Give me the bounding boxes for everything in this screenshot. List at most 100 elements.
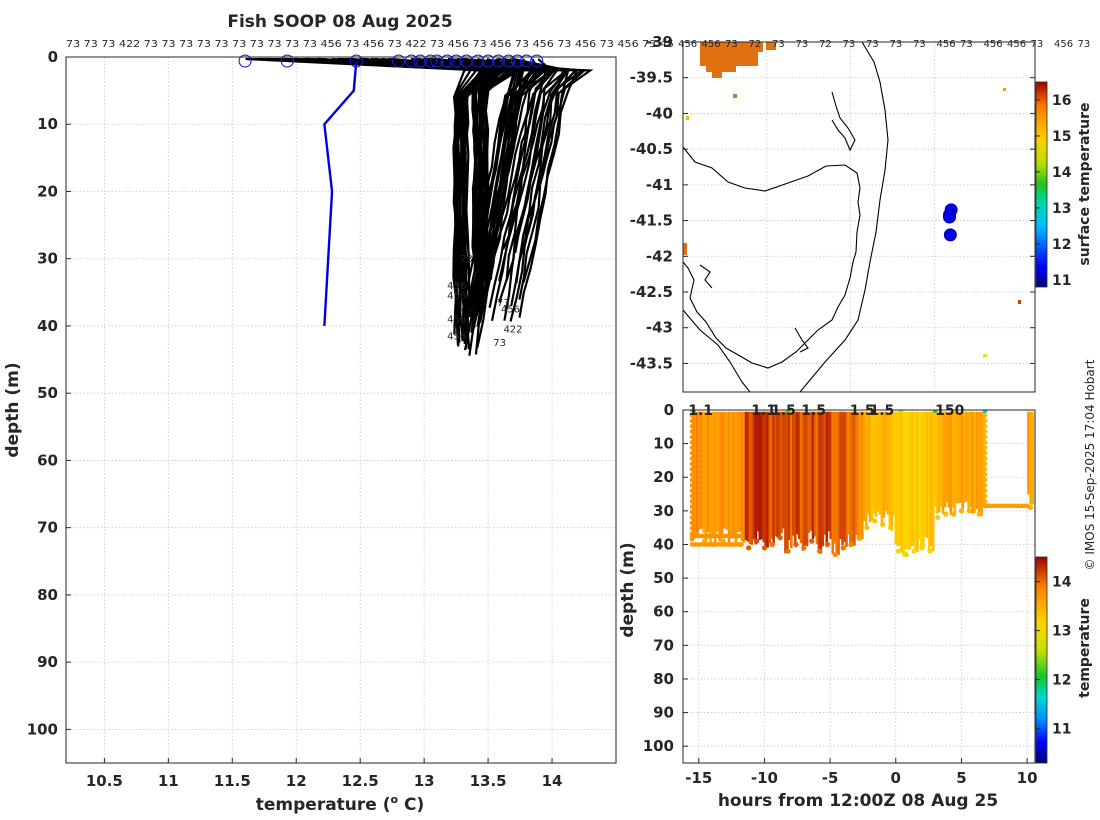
section-column [766, 411, 770, 548]
section-point [696, 542, 702, 547]
section-column [872, 411, 876, 514]
section-column [784, 411, 787, 554]
map-colorbar-ticks: 11 12 13 14 15 16 [1036, 93, 1072, 289]
profile-tick-label-y: 100 [27, 720, 58, 738]
profile-x-label-unit: C) [398, 795, 424, 815]
section-column [843, 411, 846, 542]
surface-marker [430, 54, 444, 68]
profile-tick-label-y: 80 [37, 586, 58, 604]
section-column [943, 411, 947, 508]
section-top-label: 1.1 [751, 403, 776, 419]
section-bottom-point [864, 525, 870, 531]
profile-line [433, 57, 548, 282]
map-top-label: 456 [937, 39, 956, 50]
profile-line [245, 57, 483, 340]
section-column [884, 411, 888, 512]
section-column [817, 411, 821, 551]
section-column [892, 411, 896, 516]
map-ticks: -39 -39.5 -40 -40.5 -41 -41.5 -42 -42.5 -43 -43.5 [630, 33, 1035, 372]
section-point [1024, 503, 1030, 509]
section-point [729, 533, 734, 539]
profile-tick-label-y: 90 [37, 653, 58, 671]
section-surface-point [691, 410, 696, 414]
section-point [689, 531, 695, 537]
section-bottom-point [840, 545, 846, 551]
profile-grid [66, 56, 616, 763]
section-point [716, 542, 721, 547]
section-column [807, 411, 811, 534]
section-point [696, 533, 702, 539]
map-top-label: 72 [819, 39, 832, 50]
section-axes-box [682, 409, 1036, 764]
profile-line-highlighted [323, 60, 358, 327]
profile-tick-label-y: 0 [48, 48, 58, 66]
profile-line [461, 57, 559, 303]
section-point [725, 542, 731, 547]
section-bottom-point [769, 541, 775, 548]
section-tick-label-x: 0 [891, 769, 901, 787]
section-column [797, 411, 801, 540]
surface-marker [349, 54, 363, 68]
section-column [782, 411, 785, 529]
section-column [795, 411, 799, 535]
profile-tick-label-x: 13 [414, 772, 435, 790]
credit-text: © IMOS 15-Sep-2025 17:04 Hobart [1083, 359, 1097, 570]
section-top-label: 1.1 [688, 403, 713, 419]
section-column [859, 411, 862, 541]
section-column [935, 411, 939, 515]
map-colorbar-tick-label: 15 [1052, 129, 1071, 145]
section-point [689, 418, 695, 424]
section-point [729, 542, 734, 547]
section-bottom-point [887, 525, 894, 531]
map-colorbar-tick-label: 14 [1052, 165, 1072, 181]
section-column [914, 411, 917, 550]
section-column [831, 411, 835, 555]
map-tick-label-y: -39 [646, 33, 673, 51]
profile-line [502, 57, 570, 250]
map-top-labels: 456 456 73 72 73 73 72 73 73 73 73 456 73 456 456 73 456… [678, 39, 1090, 50]
profile-tick-label-y: 30 [37, 250, 58, 268]
section-column [918, 411, 921, 540]
section-point [739, 542, 744, 547]
section-bottom-point [950, 511, 957, 517]
map-tick-label-y: -41.5 [630, 212, 673, 230]
section-point [689, 482, 695, 488]
vessel-id-row: 73 73 73 422 73 73 73 73 73 73 73 73 73 … [66, 39, 674, 50]
section-column [792, 411, 795, 536]
section-point [689, 429, 695, 434]
section-column [758, 411, 762, 541]
section-column [910, 411, 913, 547]
section-column [786, 411, 789, 551]
section-point [689, 423, 695, 429]
profile-axes-box [65, 56, 617, 764]
section-column [706, 411, 710, 533]
section-top-label: 1.5 [870, 403, 895, 419]
section-tick-label-x: 10 [1017, 769, 1038, 787]
section-point [716, 533, 721, 539]
section-point [709, 542, 715, 547]
section-point [982, 499, 988, 504]
section-top-labels: 1.1 1.11.5 1.5 1.51.5 150 [688, 403, 964, 419]
map-station-marker [943, 228, 957, 242]
section-point [706, 542, 712, 547]
section-tick-label-y: 0 [664, 401, 674, 419]
section-column [835, 411, 838, 556]
section-tick-label-y: 20 [653, 468, 674, 486]
section-column [738, 411, 742, 533]
section-column [977, 411, 981, 514]
map-colorbar-tick-label: 13 [1052, 201, 1071, 217]
profile-tick-label-x: 10.5 [86, 772, 123, 790]
section-column [857, 411, 860, 541]
section-point [982, 456, 988, 461]
section-point [732, 542, 738, 547]
section-top-label: 1.5 [801, 403, 826, 419]
section-column [951, 411, 955, 508]
section-column [953, 411, 957, 515]
section-column [957, 411, 961, 504]
section-point [712, 542, 718, 547]
profile-tick-label-y: 40 [37, 317, 58, 335]
section-bottom-point [958, 508, 965, 514]
section-column [929, 411, 933, 547]
